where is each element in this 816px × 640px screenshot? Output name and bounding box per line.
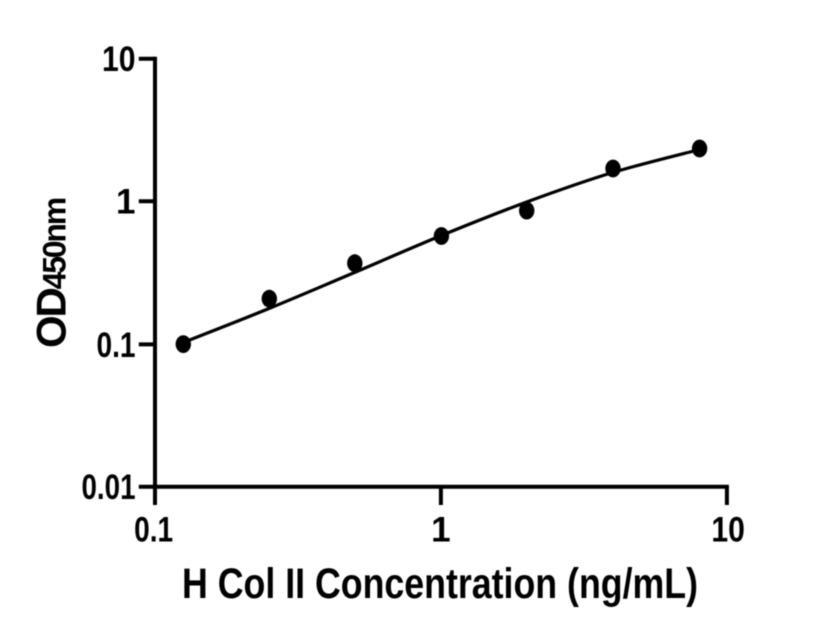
svg-text:H Col II Concentration (ng/mL): H Col II Concentration (ng/mL) — [182, 561, 698, 608]
svg-text:0.1: 0.1 — [134, 511, 173, 550]
svg-text:1: 1 — [431, 511, 450, 550]
svg-text:OD450nm: OD450nm — [28, 198, 75, 348]
svg-text:0.01: 0.01 — [82, 468, 136, 507]
svg-text:0.1: 0.1 — [97, 326, 136, 365]
svg-text:10: 10 — [102, 40, 136, 79]
svg-text:10: 10 — [711, 511, 745, 550]
svg-text:1: 1 — [116, 183, 135, 222]
